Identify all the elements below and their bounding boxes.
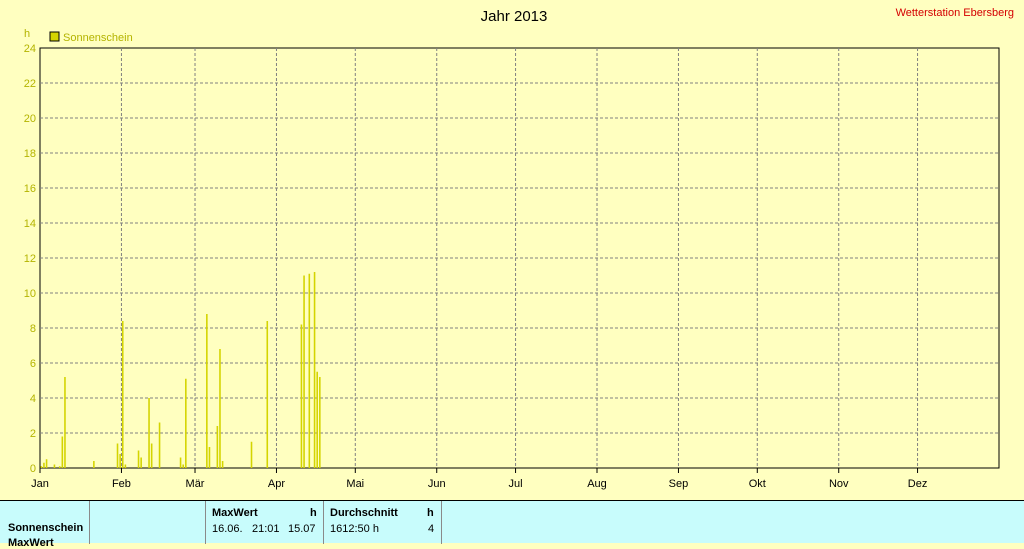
y-tick-label: 0 bbox=[30, 463, 36, 475]
y-tick-label: 2 bbox=[30, 428, 36, 440]
max-header: MaxWert bbox=[212, 507, 258, 519]
bar bbox=[221, 461, 224, 468]
grid bbox=[40, 48, 999, 468]
bar bbox=[219, 349, 221, 468]
y-tick-label: 12 bbox=[24, 253, 36, 265]
stats-label-column: Sonnenschein MaxWert bbox=[0, 501, 90, 549]
x-tick-label: Mai bbox=[346, 478, 364, 490]
y-tick-label: 24 bbox=[24, 43, 36, 55]
bar bbox=[61, 436, 64, 468]
x-axis-months: Jan Feb Mär Apr Mai Jun Jul Aug Sep Okt Nov Dez bbox=[31, 468, 927, 490]
stats-row-label: Sonnenschein bbox=[8, 522, 84, 534]
sunshine-chart: Jahr 2013 Wetterstation Ebersberg h Sonn… bbox=[24, 7, 1014, 490]
max-unit: h bbox=[310, 507, 317, 519]
bar bbox=[64, 377, 66, 468]
bar bbox=[137, 450, 140, 468]
legend-swatch bbox=[49, 31, 60, 42]
bar bbox=[93, 461, 95, 468]
x-tick-label: Jun bbox=[428, 478, 446, 490]
bar bbox=[303, 275, 305, 468]
x-tick-label: Feb bbox=[112, 478, 131, 490]
y-tick-label: 4 bbox=[30, 393, 36, 405]
avg-header: Durchschnitt bbox=[330, 507, 398, 519]
bar bbox=[150, 443, 153, 468]
bar bbox=[124, 464, 127, 468]
bar bbox=[206, 314, 208, 468]
y-axis-unit: h bbox=[24, 28, 30, 40]
y-tick-label: 8 bbox=[30, 323, 36, 335]
bar bbox=[148, 398, 150, 468]
x-tick-label: Mär bbox=[186, 478, 205, 490]
bar bbox=[158, 422, 161, 468]
bars bbox=[40, 272, 321, 468]
bar bbox=[185, 378, 187, 468]
stats-empty-column bbox=[90, 501, 206, 544]
stats-avg-column: Durchschnitt h 1612:50 h 4 bbox=[324, 501, 442, 544]
bar bbox=[208, 447, 211, 468]
max-time: 21:01 bbox=[252, 523, 280, 535]
x-tick-label: Nov bbox=[829, 478, 849, 490]
bar bbox=[250, 441, 253, 468]
y-tick-label: 22 bbox=[24, 78, 36, 90]
bar bbox=[116, 443, 119, 468]
bar bbox=[308, 273, 311, 468]
x-tick-label: Jul bbox=[509, 478, 523, 490]
x-tick-label: Dez bbox=[908, 478, 928, 490]
max-value: 15.07 bbox=[288, 523, 316, 535]
bar bbox=[216, 426, 219, 468]
y-tick-label: 16 bbox=[24, 183, 36, 195]
stats-panel: Sonnenschein MaxWert MaxWert h 16.06. 21… bbox=[0, 500, 1024, 549]
bar bbox=[53, 464, 56, 468]
y-tick-label: 18 bbox=[24, 148, 36, 160]
legend: Sonnenschein bbox=[49, 31, 133, 44]
stats-max-column: MaxWert h 16.06. 21:01 15.07 bbox=[206, 501, 324, 544]
avg-value: 1612:50 h bbox=[330, 523, 379, 535]
x-tick-label: Aug bbox=[587, 478, 607, 490]
bar bbox=[319, 377, 321, 468]
bar bbox=[40, 466, 43, 468]
bar bbox=[121, 321, 124, 468]
stats-row-label-2: MaxWert bbox=[8, 537, 54, 549]
bar bbox=[313, 272, 316, 468]
bar bbox=[182, 464, 184, 468]
avg-extra: 4 bbox=[428, 523, 435, 535]
chart-title: Jahr 2013 bbox=[481, 8, 548, 25]
bar bbox=[316, 371, 318, 468]
y-tick-label: 14 bbox=[24, 218, 36, 230]
bar bbox=[266, 321, 269, 468]
bar bbox=[119, 454, 121, 468]
y-tick-label: 20 bbox=[24, 113, 36, 125]
avg-unit: h bbox=[427, 507, 434, 519]
bar bbox=[140, 457, 142, 468]
x-tick-label: Okt bbox=[749, 478, 766, 490]
bar bbox=[43, 462, 45, 468]
y-tick-label: 10 bbox=[24, 288, 36, 300]
station-name: Wetterstation Ebersberg bbox=[896, 7, 1014, 19]
x-tick-label: Apr bbox=[268, 478, 285, 490]
bar bbox=[58, 466, 61, 468]
max-date: 16.06. bbox=[212, 523, 243, 535]
y-tick-label: 6 bbox=[30, 358, 36, 370]
x-tick-label: Sep bbox=[669, 478, 689, 490]
bar bbox=[179, 457, 182, 468]
bar bbox=[45, 459, 48, 468]
bar bbox=[300, 324, 303, 468]
x-tick-label: Jan bbox=[31, 478, 49, 490]
legend-label: Sonnenschein bbox=[63, 32, 133, 44]
